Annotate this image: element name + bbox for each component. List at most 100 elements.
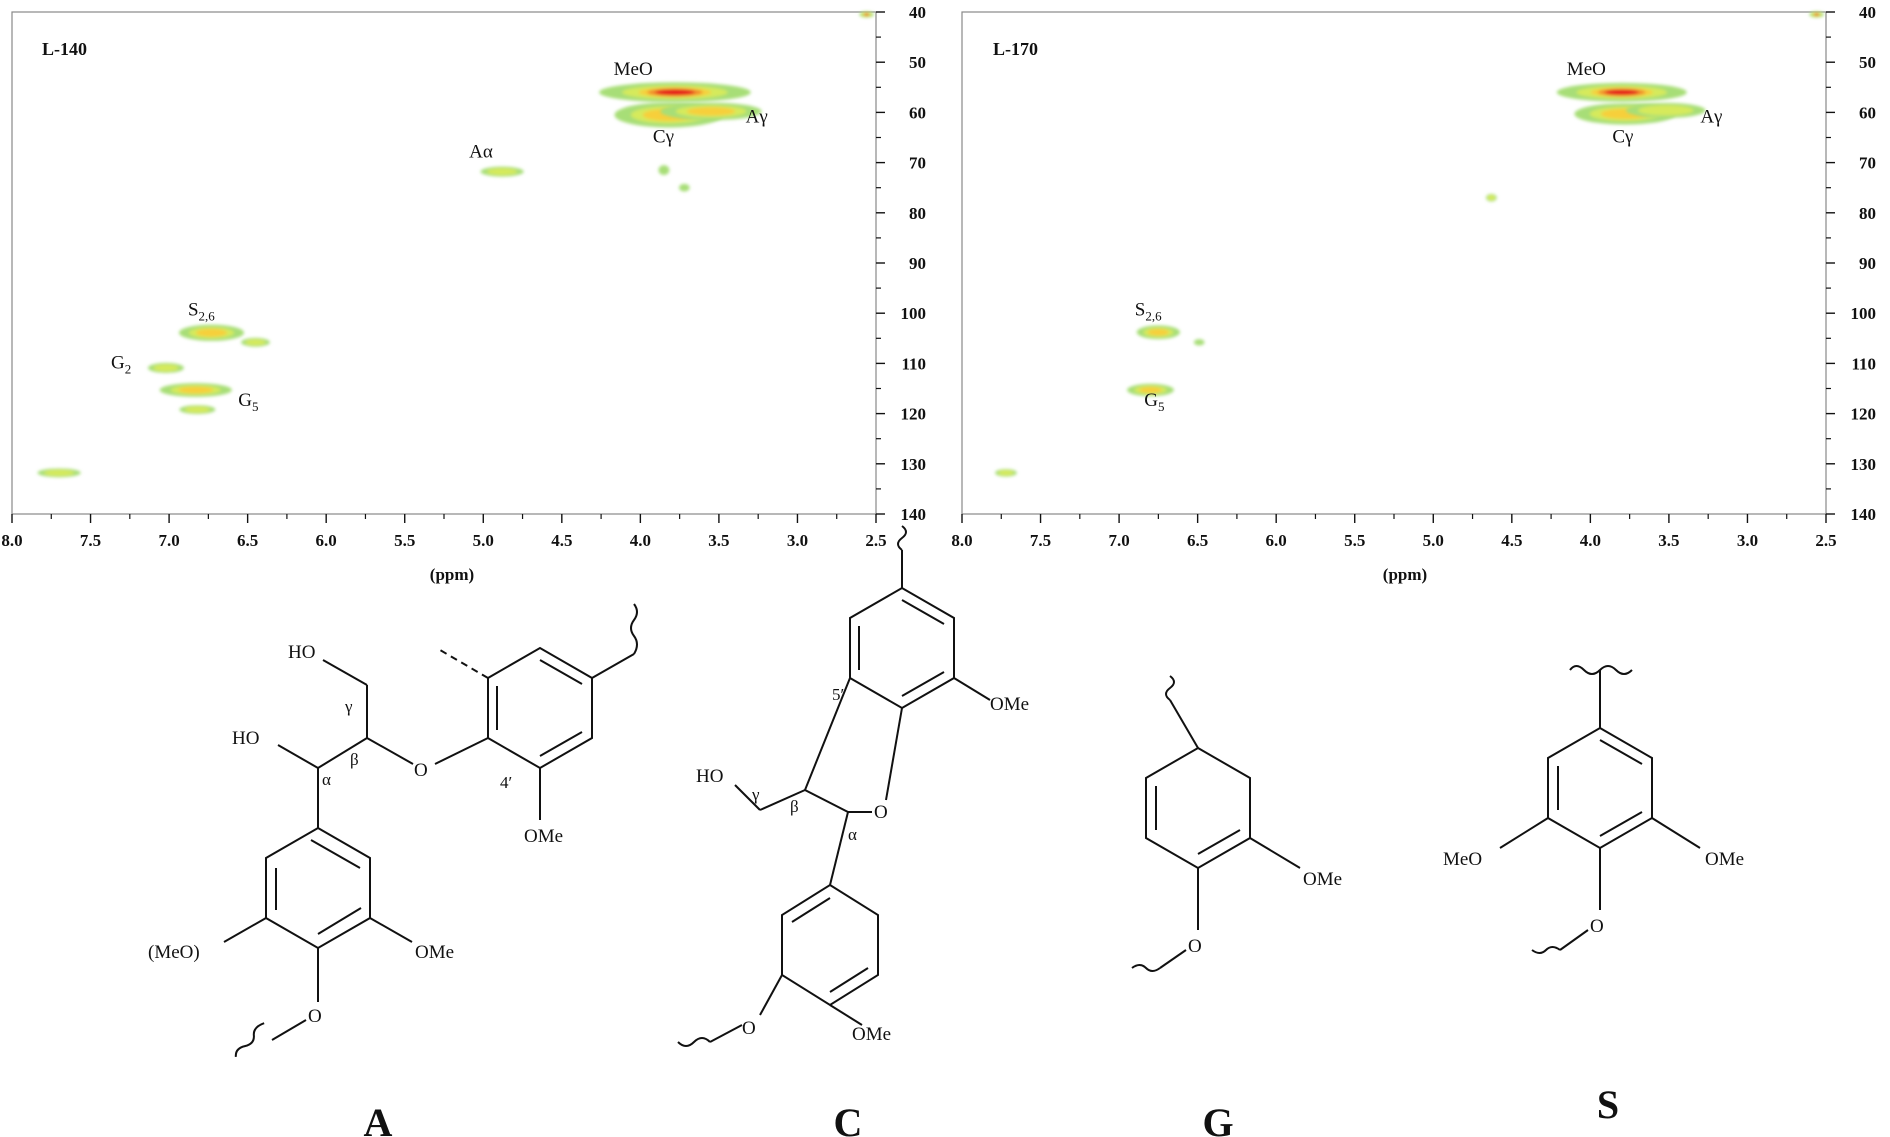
peak-labels: MeO Cγ Aγ Aα S2,6 G2 G5 [111,59,768,414]
x-tick-label: 3.5 [708,531,729,550]
x-tick-label: 7.5 [1030,531,1051,550]
peak-label-ag: Aγ [746,106,768,127]
x-tick-label: 8.0 [1,531,22,550]
peak-contour-mid [184,406,210,413]
x-tick-label: 7.0 [158,531,179,550]
nmr-peak [241,337,270,347]
nmr-peak [995,469,1017,477]
peak-label-ag: Aγ [1700,106,1722,127]
y-tick-label: 140 [1851,505,1877,524]
atom-ho: HO [232,728,259,749]
nmr-peak [1556,82,1687,102]
structure-s: O MeO OMe S [1443,665,1744,1127]
y-tick-label: 50 [1859,53,1876,72]
atom-ome: OMe [990,694,1029,715]
y-tick-label: 90 [1859,254,1876,273]
peak-label-s26: S2,6 [188,300,215,324]
position-four-prime: 4′ [500,773,512,792]
nmr-peak [599,82,751,103]
y-tick-label: 140 [901,505,927,524]
atom-o: O [308,1006,322,1027]
nmr-peak [37,468,81,478]
y-tick-label: 130 [1851,455,1877,474]
peak-contour-mid [44,469,75,476]
position-alpha: α [848,825,857,844]
structure-c-bonds [709,550,991,1043]
x-axis-title: (ppm) [430,565,474,584]
x-tick-label: 6.0 [316,531,337,550]
x-tick-label: 4.5 [551,531,572,550]
y-tick-label: 50 [909,53,926,72]
peak-label-aa: Aα [469,142,493,163]
y-tick-label: 100 [901,304,927,323]
atom-meo: (MeO) [148,942,200,963]
y-tick-label: 80 [1859,204,1876,223]
x-tick-label: 4.5 [1501,531,1522,550]
structure-c: HO O O OMe OMe γ β α 5′ C [677,525,1029,1137]
position-alpha: α [322,770,331,789]
x-tick-label: 5.0 [1423,531,1444,550]
x-tick-label: 6.5 [237,531,258,550]
atom-o: O [874,802,888,823]
structure-letter: G [1202,1100,1233,1137]
y-tick-label: 60 [1859,103,1876,122]
nmr-peak [159,383,232,397]
x-tick-label: 8.0 [951,531,972,550]
nmr-peak [1127,383,1174,397]
x-tick-label: 4.0 [630,531,651,550]
peak-contour-mid [1638,105,1694,116]
atom-o: O [742,1018,756,1039]
structure-a-bonds [223,646,635,1041]
x-tick-label: 5.5 [394,531,415,550]
peak-contour-max [1814,13,1819,16]
nmr-peak [1485,193,1497,202]
peak-contour-inner [1139,386,1162,394]
nmr-peak [147,362,185,373]
x-tick-label: 2.5 [1815,531,1836,550]
x-tick-label: 7.0 [1108,531,1129,550]
peak-contour-inner [1147,328,1169,336]
atom-ome: OMe [524,826,563,847]
structure-letter: C [834,1100,863,1137]
atom-o: O [1590,916,1604,937]
nmr-peak [658,165,670,176]
atom-ome: OMe [852,1024,891,1045]
y-tick-label: 110 [901,354,926,373]
peak-label-meo: MeO [614,59,653,80]
x-axis: 8.0 7.5 7.0 6.5 6.0 5.5 5.0 4.5 4.0 3.5 3.0 2.5 [951,514,1837,550]
y-tick-label: 130 [901,455,927,474]
atom-ome: OMe [415,942,454,963]
x-tick-label: 3.0 [787,531,808,550]
x-tick-label: 5.5 [1344,531,1365,550]
x-axis-title: (ppm) [1383,565,1427,584]
x-tick-label: 2.5 [865,531,886,550]
x-tick-label: 6.0 [1266,531,1287,550]
x-tick-label: 3.5 [1658,531,1679,550]
peak-contour-mid [998,470,1014,476]
peak-contour-inner [686,107,736,116]
structure-g-bonds [1145,699,1301,969]
y-tick-label: 120 [901,405,927,424]
position-beta: β [350,750,359,769]
peak-label-g5: G5 [238,390,258,414]
peak-contour-mid [245,339,266,346]
atom-ho: HO [696,766,723,787]
position-five-prime: 5′ [832,685,844,704]
plot-frame [961,11,1827,515]
wavy-bond [630,603,638,655]
wavy-bond [897,525,907,551]
peak-label-s26: S2,6 [1135,300,1162,324]
peak-contour-outer [1193,339,1205,346]
atom-o: O [1188,936,1202,957]
nmr-peak [1809,11,1824,18]
peak-labels: MeO Cγ Aγ S2,6 G5 [1135,59,1723,414]
structure-letter: A [364,1100,393,1137]
nmr-peak [1193,339,1205,346]
panel-label: L-170 [993,39,1038,59]
wavy-bond [1165,675,1175,701]
wavy-bond [1569,665,1633,675]
atom-o: O [414,760,428,781]
nmr-panel-l140: 8.0 7.5 7.0 6.5 6.0 5.5 5.0 4.5 4.0 3.5 3.0 2.5 40 5… [1,3,926,584]
structure-s-bonds [1499,670,1701,951]
nmr-peak [480,166,524,177]
